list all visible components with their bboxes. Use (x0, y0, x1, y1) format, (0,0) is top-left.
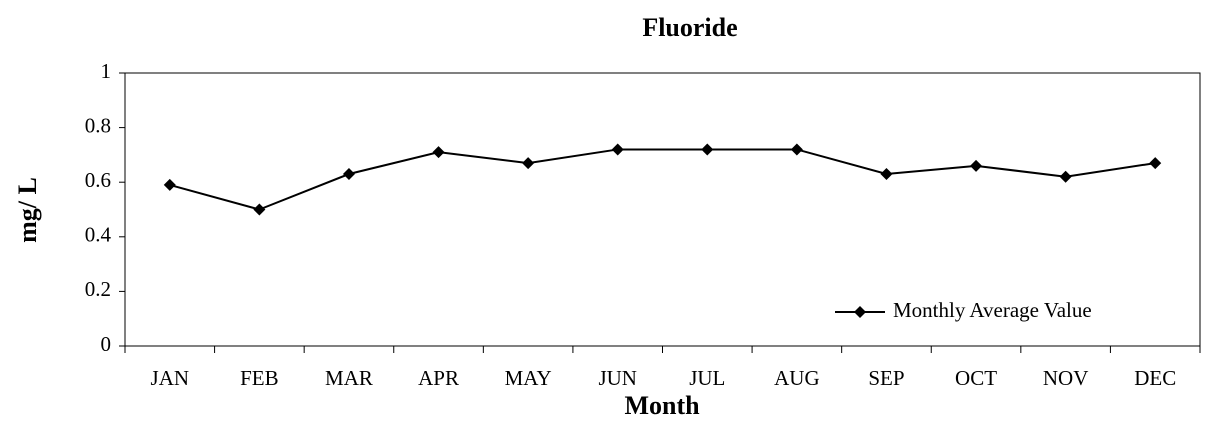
chart-title: Fluoride (642, 13, 737, 42)
data-point (253, 203, 266, 216)
x-tick-label: SEP (868, 366, 904, 390)
data-line (169, 148, 1156, 211)
data-point (970, 159, 983, 172)
legend-label: Monthly Average Value (893, 298, 1092, 322)
data-point (163, 178, 176, 191)
data-point (880, 168, 893, 181)
x-tick-label: JUL (689, 366, 725, 390)
data-point (701, 143, 714, 156)
x-tick-label: MAR (325, 366, 373, 390)
data-point (611, 143, 624, 156)
y-tick-label: 1 (101, 59, 112, 83)
data-point (790, 143, 803, 156)
data-point (1149, 157, 1162, 170)
x-tick-label: MAY (505, 366, 552, 390)
y-tick-label: 0.8 (85, 113, 111, 137)
x-tick-label: FEB (240, 366, 279, 390)
y-tick-label: 0.2 (85, 277, 111, 301)
legend-marker (854, 306, 866, 318)
x-tick-label: DEC (1134, 366, 1176, 390)
data-point (1059, 170, 1072, 183)
y-tick-label: 0.6 (85, 168, 111, 192)
x-tick-label: JUN (598, 366, 637, 390)
x-tick-label: APR (418, 366, 459, 390)
x-tick-label: OCT (955, 366, 997, 390)
y-tick-label: 0 (101, 332, 112, 356)
data-point (432, 146, 445, 159)
x-axis-label: Month (624, 391, 700, 420)
data-point (342, 168, 355, 181)
x-tick-label: AUG (774, 366, 820, 390)
x-tick-label: NOV (1043, 366, 1089, 390)
data-point (522, 157, 535, 170)
x-tick-label: JAN (151, 366, 190, 390)
y-tick-label: 0.4 (85, 223, 112, 247)
y-axis-label: mg/ L (13, 177, 42, 243)
